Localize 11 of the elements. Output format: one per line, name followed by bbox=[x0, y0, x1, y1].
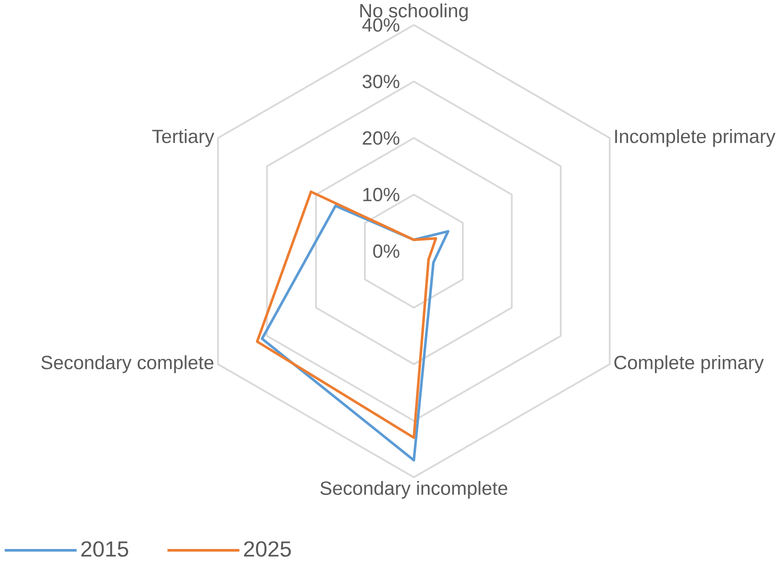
spoke-label: Secondary complete bbox=[41, 355, 214, 374]
spoke-label: Tertiary bbox=[152, 129, 214, 147]
legend-label: 2025 bbox=[244, 541, 291, 557]
y-tick-label: 20% bbox=[362, 131, 400, 145]
legend-label: 2015 bbox=[81, 541, 128, 557]
y-tick-label: 10% bbox=[363, 188, 400, 202]
spoke-label: Incomplete primary bbox=[615, 129, 776, 147]
y-tick-label: 0% bbox=[373, 244, 400, 258]
y-tick-label: 30% bbox=[362, 74, 400, 88]
spoke-label: Complete primary bbox=[614, 355, 764, 374]
spoke-label: Secondary incomplete bbox=[320, 480, 508, 499]
